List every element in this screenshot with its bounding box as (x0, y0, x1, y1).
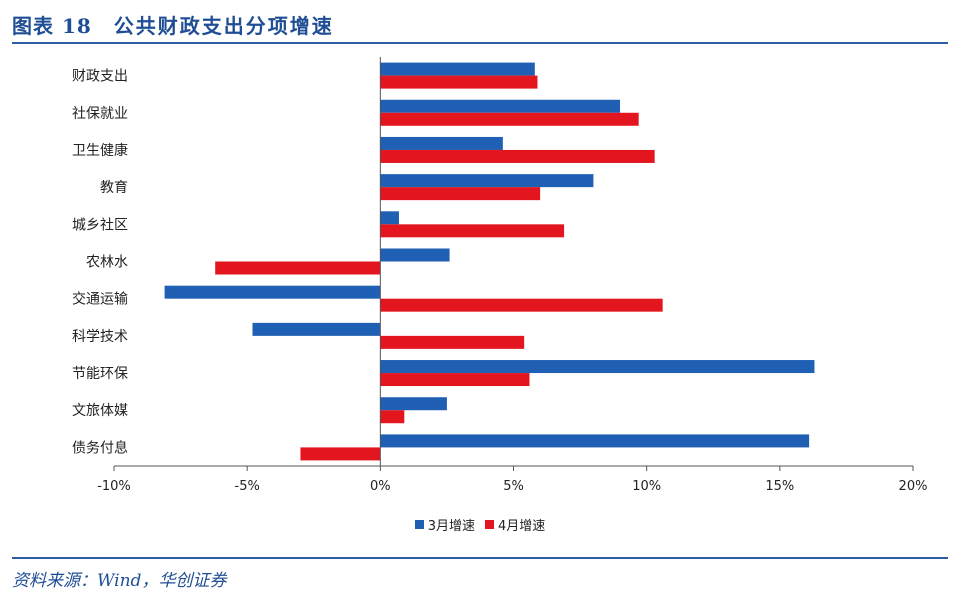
x-tick-label: -10% (97, 479, 131, 494)
bar-march-10 (380, 434, 810, 448)
legend-label-march: 3月增速 (427, 519, 475, 534)
x-tick-label: 15% (765, 479, 794, 494)
category-label: 财政支出 (72, 69, 128, 85)
bar-march-9 (380, 397, 447, 411)
x-tick-label: 10% (632, 479, 661, 494)
bar-april-9 (380, 410, 405, 424)
bar-april-1 (380, 112, 639, 126)
legend-swatch-march (414, 520, 424, 529)
category-label: 卫生健康 (72, 142, 128, 159)
x-tick-label: 0% (370, 479, 391, 494)
category-label: 社保就业 (72, 106, 128, 122)
bar-april-2 (380, 149, 655, 163)
legend-item-march: 3月增速 (414, 515, 475, 534)
category-label: 教育 (100, 180, 128, 196)
source-note: 资料来源：Wind，华创证券 (12, 571, 227, 591)
category-label: 城乡社区 (72, 217, 128, 233)
category-label: 债务付息 (72, 439, 128, 456)
legend-swatch-april (485, 520, 494, 529)
bar-april-0 (380, 75, 538, 89)
category-label: 文旅体媒 (72, 403, 128, 419)
bar-march-8 (380, 360, 815, 374)
figure-header: 图表 18 公共财政支出分项增速 (12, 6, 948, 42)
footer-divider (12, 557, 948, 559)
legend-label-april: 4月增速 (498, 519, 546, 534)
bar-april-8 (380, 373, 530, 387)
bar-april-6 (380, 298, 663, 312)
chart-legend: 3月增速 4月增速 (0, 515, 960, 534)
bar-april-10 (300, 447, 381, 461)
bar-march-4 (380, 211, 399, 225)
legend-item-april: 4月增速 (485, 515, 545, 534)
bar-april-5 (215, 261, 381, 275)
header-divider (12, 42, 948, 44)
bar-chart: 财政支出社保就业卫生健康教育城乡社区农林水交通运输科学技术节能环保文旅体媒债务付… (72, 57, 928, 494)
category-label: 交通运输 (72, 291, 128, 308)
figure-label: 图表 18 (12, 13, 92, 38)
bar-april-4 (380, 224, 565, 238)
bar-march-3 (380, 174, 594, 188)
figure-title: 公共财政支出分项增速 (113, 13, 334, 38)
x-tick-label: -5% (235, 479, 260, 494)
category-label: 农林水 (86, 255, 128, 271)
bar-march-7 (252, 322, 381, 336)
bar-march-6 (164, 285, 381, 299)
category-label: 科学技术 (72, 329, 128, 345)
bar-april-7 (380, 335, 525, 349)
bar-march-0 (380, 62, 535, 76)
bar-april-3 (380, 187, 541, 201)
x-tick-label: 20% (899, 479, 928, 494)
bar-march-5 (380, 248, 450, 262)
bar-march-2 (380, 136, 503, 150)
category-label: 节能环保 (72, 366, 128, 382)
bar-march-1 (380, 99, 621, 113)
x-tick-label: 5% (503, 479, 524, 494)
